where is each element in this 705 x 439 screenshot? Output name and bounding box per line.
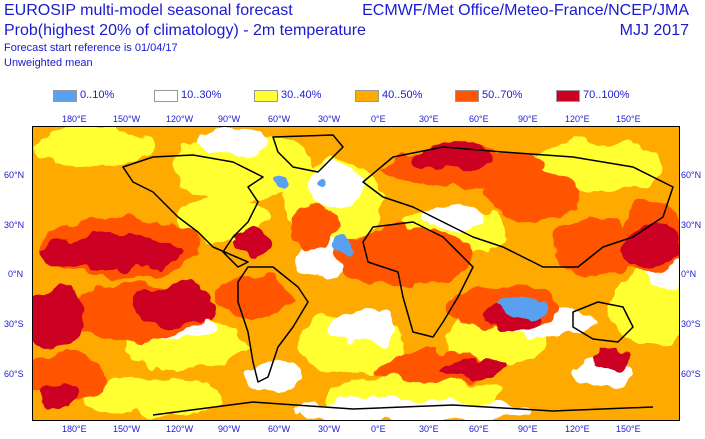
lon-tick-top: 180°E: [62, 114, 87, 124]
probability-field: [33, 127, 679, 420]
lon-tick-top: 60°W: [268, 114, 291, 124]
legend-swatch: [355, 90, 379, 102]
lon-tick-top: 120°E: [565, 114, 590, 124]
map-title: EUROSIP multi-model seasonal forecast: [4, 2, 293, 19]
lat-tick-right: 30°S: [681, 319, 701, 329]
lon-tick-bottom: 90°W: [218, 424, 241, 434]
legend-swatch: [455, 90, 479, 102]
lon-tick-top: 90°E: [518, 114, 538, 124]
lat-tick-left: 60°S: [4, 369, 24, 379]
lon-tick-top: 30°W: [318, 114, 341, 124]
lon-tick-top: 150°E: [616, 114, 641, 124]
lat-tick-right: 0°N: [681, 269, 697, 279]
field-0-10: [277, 174, 551, 317]
lon-tick-bottom: 150°E: [616, 424, 641, 434]
lon-tick-top: 90°W: [218, 114, 241, 124]
lon-tick-bottom: 90°E: [518, 424, 538, 434]
lon-tick-top: 0°E: [371, 114, 386, 124]
lon-tick-top: 30°E: [419, 114, 439, 124]
coast-north-america: [122, 154, 264, 268]
forecast-period: MJJ 2017: [619, 22, 689, 39]
lon-tick-bottom: 60°E: [469, 424, 489, 434]
coast-africa: [362, 221, 474, 338]
lon-tick-bottom: 30°E: [419, 424, 439, 434]
lat-tick-right: 30°N: [681, 220, 702, 230]
legend-swatch: [53, 90, 77, 102]
lat-tick-left: 0°N: [8, 269, 24, 279]
legend-label: 0..10%: [80, 89, 115, 101]
lat-tick-right: 60°S: [681, 369, 701, 379]
legend-swatch: [254, 90, 278, 102]
lon-tick-top: 150°W: [113, 114, 141, 124]
legend-swatch: [154, 90, 178, 102]
probability-map: [32, 126, 680, 421]
coast-eurasia: [362, 146, 674, 268]
lat-tick-left: 30°N: [4, 220, 25, 230]
legend-label: 30..40%: [281, 89, 322, 101]
lat-tick-left: 60°N: [4, 170, 25, 180]
legend-label: 10..30%: [181, 89, 222, 101]
forecast-reference: Forecast start reference is 01/04/17: [4, 42, 178, 54]
lon-tick-bottom: 180°E: [62, 424, 87, 434]
coast-antarctica: [152, 401, 654, 416]
legend-label: 50..70%: [482, 89, 523, 101]
lon-tick-bottom: 0°E: [371, 424, 386, 434]
organizations-label: ECMWF/Met Office/Meteo-France/NCEP/JMA: [362, 2, 689, 19]
lon-tick-bottom: 120°W: [166, 424, 194, 434]
lon-tick-top: 60°E: [469, 114, 489, 124]
lon-tick-bottom: 60°W: [268, 424, 291, 434]
lon-tick-bottom: 30°W: [318, 424, 341, 434]
map-canvas: [33, 127, 679, 420]
legend-swatch: [556, 90, 580, 102]
lat-tick-left: 30°S: [4, 319, 24, 329]
lon-tick-bottom: 150°W: [113, 424, 141, 434]
coastlines: [122, 134, 674, 416]
legend-label: 40..50%: [382, 89, 423, 101]
map-subtitle: Prob(highest 20% of climatology) - 2m te…: [4, 22, 366, 39]
lat-tick-right: 60°N: [681, 170, 702, 180]
legend-label: 70..100%: [583, 89, 630, 101]
legend: 0..10% 10..30% 30..40% 40..50% 50..70% 7…: [0, 88, 705, 104]
coast-south-america: [237, 266, 309, 383]
coast-greenland: [272, 134, 344, 173]
weighting-label: Unweighted mean: [4, 57, 93, 69]
field-70-100: [33, 145, 679, 409]
coast-australia: [572, 301, 634, 343]
lon-tick-top: 120°W: [166, 114, 194, 124]
lon-tick-bottom: 120°E: [565, 424, 590, 434]
